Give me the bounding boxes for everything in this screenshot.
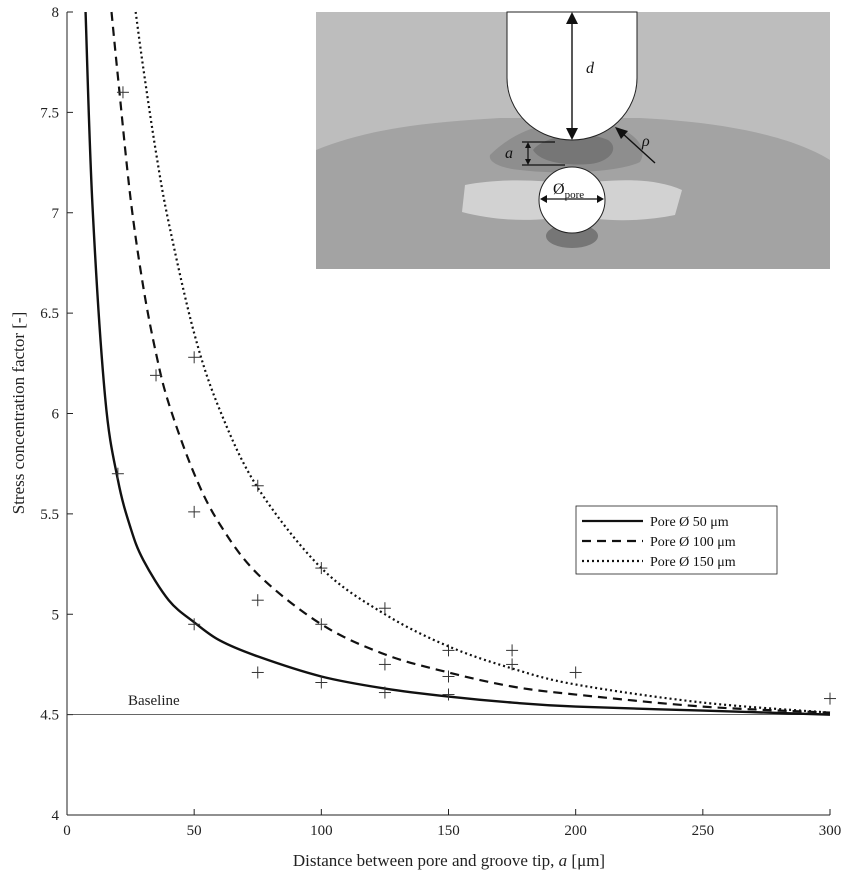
- inset-rho-arrow: [621, 132, 656, 164]
- series-3-point: [188, 351, 201, 364]
- y-tick-label: 5.5: [40, 507, 59, 523]
- series-1-point: [315, 676, 328, 689]
- series-1-point: [442, 688, 455, 701]
- x-tick-label: 200: [564, 823, 587, 839]
- series-3-point: [506, 644, 519, 657]
- x-tick-label: 50: [187, 823, 202, 839]
- legend-box: [575, 505, 778, 575]
- x-tick-label: 250: [692, 823, 715, 839]
- inset-a-arrowhead-bottom: [525, 159, 531, 165]
- series-1-point: [111, 467, 124, 480]
- y-tick-label: 6: [52, 407, 60, 423]
- inset-a-arrowhead-top: [525, 142, 531, 148]
- legend-label-3: Pore Ø 150 μm: [650, 555, 736, 570]
- legend-label-2: Pore Ø 100 μm: [650, 535, 736, 550]
- series-3-point: [442, 644, 455, 657]
- series-3-point: [315, 562, 328, 575]
- series-2-point: [442, 670, 455, 683]
- inset-label-d: d: [586, 60, 595, 77]
- series-2-point: [506, 658, 519, 671]
- series-3-point: [378, 602, 391, 615]
- x-tick-label: 100: [310, 823, 333, 839]
- series-2-point: [824, 692, 836, 705]
- inset-pore-arrowhead-right: [597, 195, 604, 203]
- x-tick-label: 0: [63, 823, 71, 839]
- inset-pore: [538, 166, 606, 234]
- series-3-point: [569, 666, 582, 679]
- y-axis-label: Stress concentration factor [-]: [9, 312, 28, 515]
- inset-d-arrowhead-top: [566, 12, 578, 24]
- series-2-point: [315, 618, 328, 631]
- series-1-point: [251, 666, 264, 679]
- y-tick-label: 7.5: [40, 105, 59, 121]
- inset-rho-arrowhead: [615, 127, 628, 139]
- x-tick-label: 150: [437, 823, 460, 839]
- series-line-2: [110, 11, 831, 714]
- inset-label-pore: Øpore: [553, 181, 584, 201]
- series-2-point: [378, 658, 391, 671]
- inset-d-arrowhead-bottom: [566, 128, 578, 140]
- inset-diagram: d ρ a Øpore: [316, 11, 830, 269]
- y-tick-label: 7: [52, 206, 60, 222]
- x-axis-label: Distance between pore and groove tip, a …: [293, 851, 605, 870]
- inset-label-rho: ρ: [641, 133, 650, 150]
- x-tick-label: 300: [819, 823, 842, 839]
- inset-label-a: a: [505, 145, 513, 162]
- y-tick-label: 5: [52, 607, 60, 623]
- series-line-1: [84, 11, 831, 716]
- inset-pore-arrowhead-left: [540, 195, 547, 203]
- y-tick-label: 4: [52, 808, 60, 824]
- series-3-point: [251, 479, 264, 492]
- series-2-point: [116, 86, 129, 99]
- series-2-point: [251, 594, 264, 607]
- y-tick-labels: 4 4.5 5 5.5 6 6.5 7 7.5 8: [40, 5, 59, 824]
- series-line-3: [134, 11, 831, 714]
- x-tick-labels: 0 50 100 150 200 250 300: [63, 823, 841, 839]
- legend: Pore Ø 50 μm Pore Ø 100 μm Pore Ø 150 μm: [575, 505, 778, 575]
- series-markers: [111, 86, 836, 705]
- y-tick-label: 8: [52, 5, 60, 21]
- series-1-point: [188, 618, 201, 631]
- legend-label-1: Pore Ø 50 μm: [650, 515, 729, 530]
- series-curves: [84, 11, 831, 716]
- series-2-point: [150, 369, 163, 382]
- y-tick-label: 4.5: [40, 708, 59, 724]
- baseline-label: Baseline: [128, 693, 180, 709]
- series-1-point: [378, 686, 391, 699]
- series-2-point: [188, 505, 201, 518]
- y-tick-label: 6.5: [40, 306, 59, 322]
